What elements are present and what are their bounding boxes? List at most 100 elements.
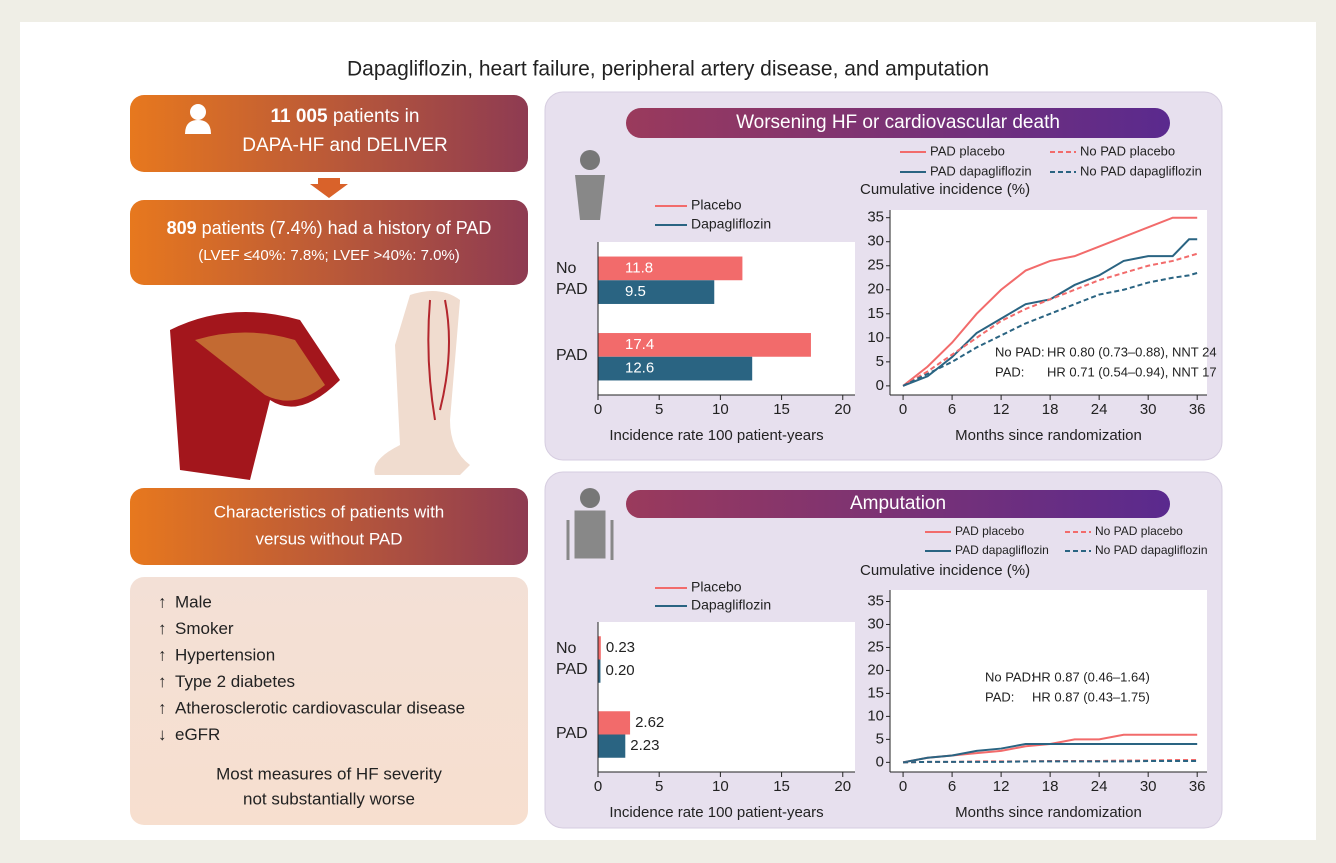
x-axis-label: Incidence rate 100 patient-years	[609, 804, 823, 821]
y-tick-label: 35	[867, 592, 884, 609]
count: 809	[167, 218, 197, 238]
bar	[598, 256, 743, 281]
line	[902, 742, 1198, 764]
legend-label: No PAD dapagliflozin	[1080, 163, 1202, 178]
legend-label: PAD dapagliflozin	[930, 163, 1032, 178]
note: Most measures of HF severity	[216, 764, 442, 783]
y-tick-label: 15	[867, 684, 884, 701]
x-tick-label: 5	[655, 401, 663, 418]
y-tick-label: 25	[867, 257, 884, 274]
x-axis-label: Incidence rate 100 patient-years	[609, 427, 823, 444]
legend-label: Placebo	[691, 579, 742, 595]
y-tick-label: 30	[867, 615, 884, 632]
panel-title-bg	[626, 108, 1170, 138]
x-axis-label: Months since randomization	[955, 427, 1142, 444]
value-label: 2.62	[635, 714, 664, 731]
panel-title-bg	[626, 490, 1170, 518]
y-tick-label: No PAD	[556, 639, 588, 678]
box	[130, 577, 528, 825]
box	[130, 95, 528, 172]
x-tick-label: 20	[834, 778, 851, 795]
category-label: No PAD	[556, 260, 588, 299]
annotation: HR 0.87 (0.46–1.64)	[1032, 669, 1150, 684]
legend-label: PAD placebo	[955, 524, 1024, 538]
panel-title: Amputation	[850, 493, 946, 514]
item: Atherosclerotic cardiovascular disease	[175, 698, 465, 717]
y-tick-label: 35	[867, 209, 884, 226]
text: patients (7.4%) had a history of PAD	[197, 218, 492, 238]
box-text: versus without PAD	[255, 529, 402, 548]
bar	[598, 280, 715, 304]
vessels	[427, 299, 450, 421]
legend-label: PAD placebo	[930, 143, 1005, 158]
y-tick-label: No PAD	[556, 260, 588, 299]
annotation-label: PAD:	[995, 364, 1024, 379]
plot-area	[890, 590, 1207, 772]
line	[903, 759, 1198, 764]
y-tick-label: PAD	[556, 347, 588, 365]
y-tick-label: 15	[867, 305, 884, 322]
list: ↑ Male ↑ Smoker ↑ Hypertension ↑ Type 2 diabete…	[158, 592, 465, 744]
bar	[598, 636, 601, 660]
legend-label: Dapagliflozin	[691, 597, 771, 613]
icon	[580, 150, 600, 170]
value-label: 17.4	[625, 336, 654, 353]
icon	[566, 510, 614, 560]
plot-area	[598, 622, 855, 772]
x-tick-label: 18	[1042, 401, 1059, 418]
x-tick-label: 0	[899, 401, 907, 418]
arrow	[310, 178, 348, 198]
y-tick-label: 0	[876, 753, 884, 770]
x-tick-label: 10	[712, 778, 729, 795]
x-tick-label: 30	[1140, 778, 1157, 795]
legend-label: Placebo	[691, 197, 742, 213]
icon	[580, 488, 600, 508]
note: not substantially worse	[243, 789, 415, 808]
arrow: ↑	[158, 592, 167, 611]
x-tick-label: 0	[594, 401, 602, 418]
item: Hypertension	[175, 645, 275, 664]
icon	[190, 104, 206, 120]
y-tick-label: 30	[867, 233, 884, 250]
annotation-label: No PAD:	[995, 344, 1045, 359]
category-label: PAD	[556, 347, 588, 365]
legend-label: PAD dapagliflozin	[955, 543, 1049, 557]
line	[902, 216, 1198, 387]
value-label: 11.8	[625, 259, 653, 276]
box	[130, 200, 528, 285]
line	[902, 271, 1198, 387]
arrow: ↑	[158, 672, 167, 691]
legend-label: No PAD placebo	[1095, 524, 1183, 538]
x-tick-label: 0	[899, 778, 907, 795]
box-text: 809 patients (7.4%) had a history of PAD	[167, 218, 492, 238]
x-axis-label: Months since randomization	[955, 804, 1142, 821]
x-tick-label: 36	[1189, 778, 1206, 795]
annotation: HR 0.71 (0.54–0.94), NNT 17	[1047, 364, 1217, 379]
arrow: ↓	[158, 725, 167, 744]
annotation: HR 0.80 (0.73–0.88), NNT 24	[1047, 344, 1217, 359]
y-tick-label: 5	[876, 353, 884, 370]
leg-illustration	[374, 291, 470, 475]
y-tick-label: 10	[867, 329, 884, 346]
x-tick-label: 0	[594, 778, 602, 795]
annotation-label: No PAD:	[985, 669, 1035, 684]
bar	[598, 659, 601, 683]
x-tick-label: 15	[773, 401, 790, 418]
annotation: HR 0.87 (0.43–1.75)	[1032, 689, 1150, 704]
icon	[575, 175, 605, 220]
bar	[598, 711, 631, 735]
item: Smoker	[175, 619, 234, 638]
box-text: DAPA-HF and DELIVER	[242, 135, 448, 156]
box-text: (LVEF ≤40%: 7.8%; LVEF >40%: 7.0%)	[198, 247, 460, 264]
x-tick-label: 12	[993, 401, 1010, 418]
y-axis-label: Cumulative incidence (%)	[860, 181, 1030, 198]
value-label: 0.20	[605, 662, 634, 679]
x-tick-label: 15	[773, 778, 790, 795]
x-tick-label: 24	[1091, 401, 1108, 418]
x-tick-label: 36	[1189, 401, 1206, 418]
y-tick-label: 5	[876, 730, 884, 747]
y-tick-label: 25	[867, 638, 884, 655]
legend-label: No PAD dapagliflozin	[1095, 543, 1208, 557]
line	[902, 238, 1198, 387]
y-tick-label: 20	[867, 661, 884, 678]
